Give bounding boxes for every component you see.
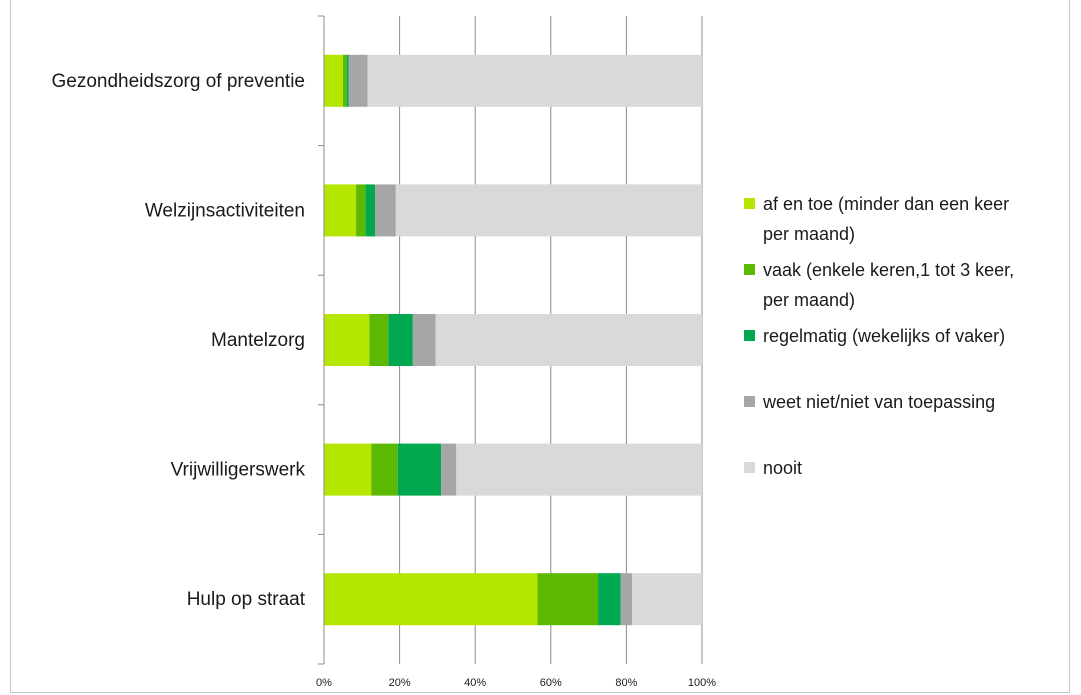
legend-swatch — [744, 396, 755, 407]
bar-segment-hulp-op-straat-5 — [632, 573, 702, 626]
bar-segment-gezondheidszorg-of-preventie-5 — [367, 54, 702, 107]
bar-segment-vrijwilligerswerk-2 — [371, 443, 398, 496]
legend-swatch — [744, 264, 755, 275]
category-label: Welzijnsactiviteiten — [145, 200, 305, 221]
x-tick-label: 80% — [615, 677, 637, 689]
legend-label: per maand) — [763, 224, 855, 244]
x-tick-label: 20% — [389, 677, 411, 689]
bar-segment-mantelzorg-3 — [388, 314, 413, 366]
legend-swatch — [744, 330, 755, 341]
bar-segment-welzijnsactiviteiten-5 — [395, 184, 702, 237]
legend-label: vaak (enkele keren,1 tot 3 keer, — [763, 260, 1014, 280]
bar-segment-vrijwilligerswerk-3 — [397, 443, 442, 496]
legend-swatch — [744, 198, 755, 209]
legend-label: weet niet/niet van toepassing — [762, 392, 995, 412]
category-label: Hulp op straat — [187, 589, 306, 610]
bar-segment-vrijwilligerswerk-1 — [324, 443, 372, 496]
legend-label: af en toe (minder dan een keer — [763, 194, 1009, 214]
bar-segment-gezondheidszorg-of-preventie-3 — [346, 54, 349, 107]
bar-segment-welzijnsactiviteiten-3 — [365, 184, 376, 237]
x-tick-label: 100% — [688, 677, 716, 689]
bar-segment-mantelzorg-2 — [369, 314, 389, 366]
x-tick-label: 60% — [540, 677, 562, 689]
bar-segment-gezondheidszorg-of-preventie-4 — [348, 54, 368, 107]
x-tick-label: 40% — [464, 677, 486, 689]
legend-label: per maand) — [763, 290, 855, 310]
bar-segment-mantelzorg-4 — [412, 314, 436, 366]
x-tick-labels: 0% 20% 40% 60% 80% 100% — [316, 677, 716, 689]
bars — [324, 54, 702, 626]
x-tick-label: 0% — [316, 677, 332, 689]
bar-segment-hulp-op-straat-1 — [324, 573, 538, 626]
legend: af en toe (minder dan een keer per maand)… — [744, 194, 1014, 478]
bar-segment-vrijwilligerswerk-5 — [456, 443, 702, 496]
stacked-bar-chart: Gezondheidszorg of preventie Welzijnsacti… — [52, 15, 1014, 689]
bar-segment-gezondheidszorg-of-preventie-2 — [342, 54, 347, 107]
bar-segment-welzijnsactiviteiten-4 — [375, 184, 396, 237]
axes — [318, 15, 325, 665]
bar-segment-hulp-op-straat-3 — [598, 573, 621, 626]
bar-segment-gezondheidszorg-of-preventie-1 — [324, 54, 343, 107]
category-label: Vrijwilligerswerk — [171, 460, 306, 481]
bar-segment-mantelzorg-5 — [435, 314, 702, 366]
category-label: Mantelzorg — [211, 330, 305, 351]
legend-label: regelmatig (wekelijks of vaker) — [763, 326, 1005, 346]
category-labels: Gezondheidszorg of preventie Welzijnsacti… — [52, 71, 306, 610]
chart-frame: Gezondheidszorg of preventie Welzijnsacti… — [10, 0, 1070, 693]
bar-segment-hulp-op-straat-2 — [537, 573, 599, 626]
bar-segment-welzijnsactiviteiten-2 — [356, 184, 366, 237]
legend-swatch — [744, 462, 755, 473]
bar-segment-vrijwilligerswerk-4 — [441, 443, 457, 496]
bar-segment-welzijnsactiviteiten-1 — [324, 184, 357, 237]
bar-segment-mantelzorg-1 — [324, 314, 370, 366]
category-label: Gezondheidszorg of preventie — [52, 71, 306, 92]
bar-segment-hulp-op-straat-4 — [620, 573, 633, 626]
legend-label: nooit — [763, 458, 802, 478]
